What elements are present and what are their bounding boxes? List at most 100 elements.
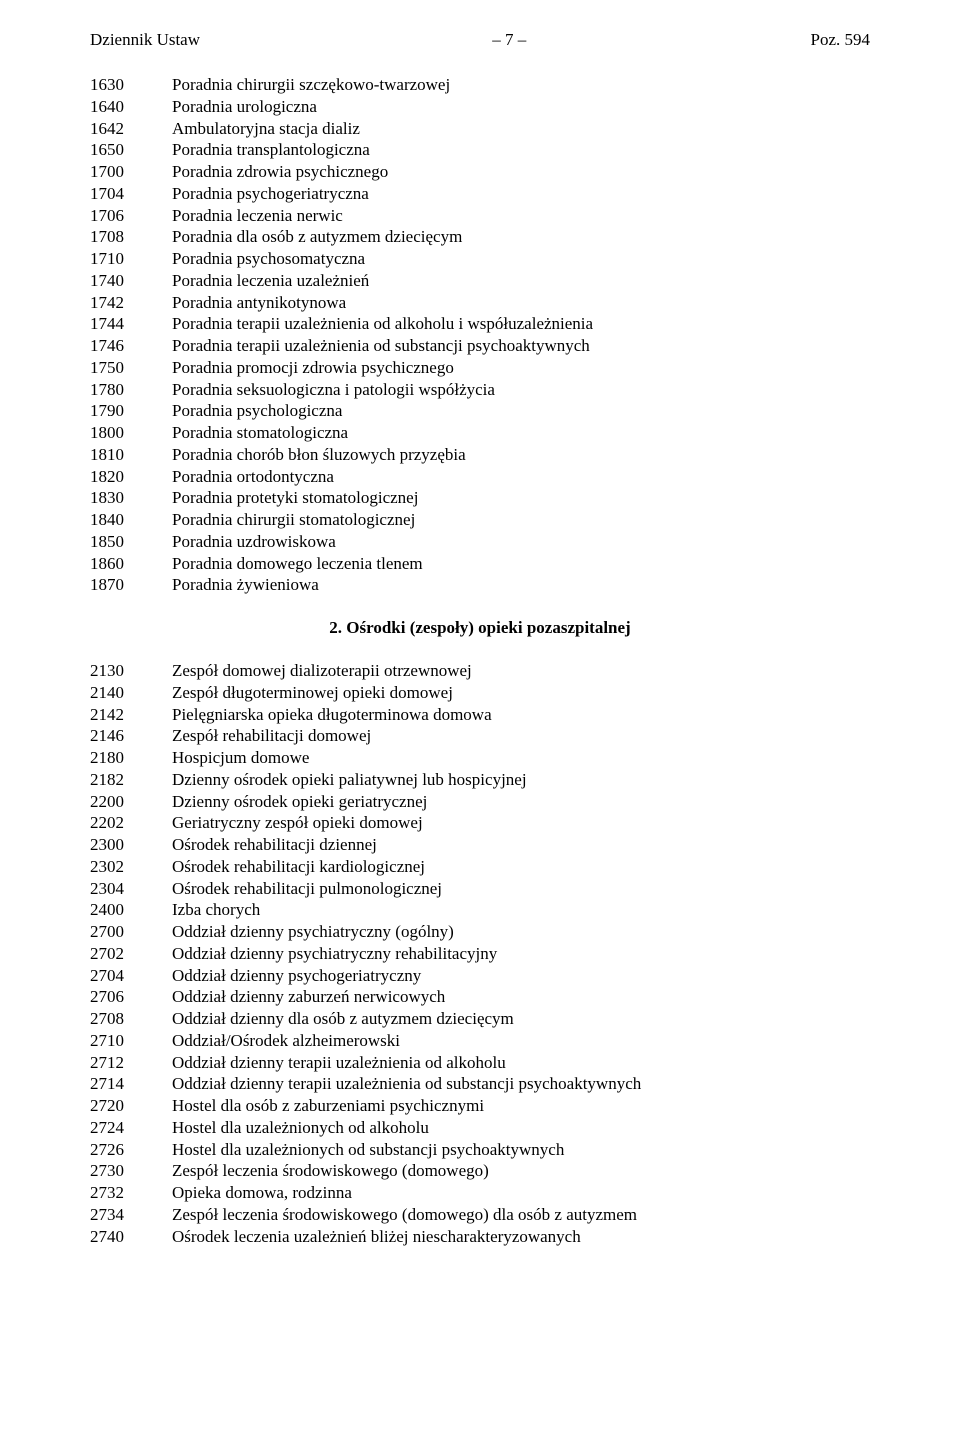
- text-cell: Poradnia chorób błon śluzowych przyzębia: [172, 444, 870, 466]
- code-cell: 1750: [90, 357, 172, 379]
- table-row: 2724Hostel dla uzależnionych od alkoholu: [90, 1117, 870, 1139]
- code-cell: 2732: [90, 1182, 172, 1204]
- table-row: 2142Pielęgniarska opieka długoterminowa …: [90, 704, 870, 726]
- code-cell: 1640: [90, 96, 172, 118]
- table-row: 2146Zespół rehabilitacji domowej: [90, 725, 870, 747]
- text-cell: Poradnia leczenia nerwic: [172, 205, 870, 227]
- code-cell: 2702: [90, 943, 172, 965]
- text-cell: Poradnia psychogeriatryczna: [172, 183, 870, 205]
- table-row: 2708Oddział dzienny dla osób z autyzmem …: [90, 1008, 870, 1030]
- text-cell: Poradnia seksuologiczna i patologii wspó…: [172, 379, 870, 401]
- table-row: 1642Ambulatoryjna stacja dializ: [90, 118, 870, 140]
- text-cell: Poradnia promocji zdrowia psychicznego: [172, 357, 870, 379]
- code-cell: 1704: [90, 183, 172, 205]
- text-cell: Oddział dzienny terapii uzależnienia od …: [172, 1073, 870, 1095]
- text-cell: Poradnia psychologiczna: [172, 400, 870, 422]
- table-row: 1810Poradnia chorób błon śluzowych przyz…: [90, 444, 870, 466]
- text-cell: Ośrodek leczenia uzależnień bliżej niesc…: [172, 1226, 870, 1248]
- table-row: 1790Poradnia psychologiczna: [90, 400, 870, 422]
- code-cell: 2700: [90, 921, 172, 943]
- text-cell: Poradnia leczenia uzależnień: [172, 270, 870, 292]
- table-row: 2732Opieka domowa, rodzinna: [90, 1182, 870, 1204]
- text-cell: Ośrodek rehabilitacji dziennej: [172, 834, 870, 856]
- code-cell: 1820: [90, 466, 172, 488]
- table-row: 1820Poradnia ortodontyczna: [90, 466, 870, 488]
- page-header: Dziennik Ustaw – 7 – Poz. 594: [90, 30, 870, 50]
- table-row: 2140Zespół długoterminowej opieki domowe…: [90, 682, 870, 704]
- table-row: 1780Poradnia seksuologiczna i patologii …: [90, 379, 870, 401]
- text-cell: Poradnia terapii uzależnienia od substan…: [172, 335, 870, 357]
- code-cell: 1650: [90, 139, 172, 161]
- code-cell: 1642: [90, 118, 172, 140]
- table-row: 2712Oddział dzienny terapii uzależnienia…: [90, 1052, 870, 1074]
- code-cell: 1740: [90, 270, 172, 292]
- text-cell: Hostel dla osób z zaburzeniami psychiczn…: [172, 1095, 870, 1117]
- text-cell: Oddział dzienny psychiatryczny (ogólny): [172, 921, 870, 943]
- table-row: 1742Poradnia antynikotynowa: [90, 292, 870, 314]
- text-cell: Zespół długoterminowej opieki domowej: [172, 682, 870, 704]
- code-cell: 1850: [90, 531, 172, 553]
- text-cell: Izba chorych: [172, 899, 870, 921]
- table-row: 1640Poradnia urologiczna: [90, 96, 870, 118]
- code-cell: 2708: [90, 1008, 172, 1030]
- table-row: 2130Zespół domowej dializoterapii otrzew…: [90, 660, 870, 682]
- code-cell: 2724: [90, 1117, 172, 1139]
- code-cell: 2302: [90, 856, 172, 878]
- header-right: Poz. 594: [810, 30, 870, 50]
- code-cell: 1790: [90, 400, 172, 422]
- code-cell: 1630: [90, 74, 172, 96]
- code-cell: 2714: [90, 1073, 172, 1095]
- listing-section-1: 1630Poradnia chirurgii szczękowo-twarzow…: [90, 74, 870, 596]
- table-row: 2704Oddział dzienny psychogeriatryczny: [90, 965, 870, 987]
- text-cell: Poradnia protetyki stomatologicznej: [172, 487, 870, 509]
- text-cell: Oddział dzienny terapii uzależnienia od …: [172, 1052, 870, 1074]
- code-cell: 2400: [90, 899, 172, 921]
- text-cell: Poradnia antynikotynowa: [172, 292, 870, 314]
- table-row: 2702Oddział dzienny psychiatryczny rehab…: [90, 943, 870, 965]
- code-cell: 2704: [90, 965, 172, 987]
- text-cell: Poradnia ortodontyczna: [172, 466, 870, 488]
- code-cell: 1810: [90, 444, 172, 466]
- text-cell: Poradnia psychosomatyczna: [172, 248, 870, 270]
- text-cell: Poradnia chirurgii szczękowo-twarzowej: [172, 74, 870, 96]
- table-row: 1708Poradnia dla osób z autyzmem dziecię…: [90, 226, 870, 248]
- text-cell: Hospicjum domowe: [172, 747, 870, 769]
- code-cell: 2720: [90, 1095, 172, 1117]
- code-cell: 2142: [90, 704, 172, 726]
- text-cell: Poradnia żywieniowa: [172, 574, 870, 596]
- table-row: 2734Zespół leczenia środowiskowego (domo…: [90, 1204, 870, 1226]
- table-row: 1700Poradnia zdrowia psychicznego: [90, 161, 870, 183]
- code-cell: 1800: [90, 422, 172, 444]
- text-cell: Zespół domowej dializoterapii otrzewnowe…: [172, 660, 870, 682]
- code-cell: 2710: [90, 1030, 172, 1052]
- table-row: 1840Poradnia chirurgii stomatologicznej: [90, 509, 870, 531]
- text-cell: Geriatryczny zespół opieki domowej: [172, 812, 870, 834]
- table-row: 2304Ośrodek rehabilitacji pulmonologiczn…: [90, 878, 870, 900]
- text-cell: Oddział dzienny psychiatryczny rehabilit…: [172, 943, 870, 965]
- header-center: – 7 –: [492, 30, 526, 50]
- code-cell: 2140: [90, 682, 172, 704]
- table-row: 1704Poradnia psychogeriatryczna: [90, 183, 870, 205]
- code-cell: 2740: [90, 1226, 172, 1248]
- text-cell: Opieka domowa, rodzinna: [172, 1182, 870, 1204]
- table-row: 2710Oddział/Ośrodek alzheimerowski: [90, 1030, 870, 1052]
- table-row: 1744Poradnia terapii uzależnienia od alk…: [90, 313, 870, 335]
- text-cell: Poradnia zdrowia psychicznego: [172, 161, 870, 183]
- code-cell: 1706: [90, 205, 172, 227]
- table-row: 2740Ośrodek leczenia uzależnień bliżej n…: [90, 1226, 870, 1248]
- text-cell: Hostel dla uzależnionych od alkoholu: [172, 1117, 870, 1139]
- table-row: 1740Poradnia leczenia uzależnień: [90, 270, 870, 292]
- text-cell: Oddział dzienny zaburzeń nerwicowych: [172, 986, 870, 1008]
- code-cell: 1710: [90, 248, 172, 270]
- code-cell: 2202: [90, 812, 172, 834]
- text-cell: Ambulatoryjna stacja dializ: [172, 118, 870, 140]
- header-left: Dziennik Ustaw: [90, 30, 200, 50]
- table-row: 2400Izba chorych: [90, 899, 870, 921]
- code-cell: 1830: [90, 487, 172, 509]
- code-cell: 2726: [90, 1139, 172, 1161]
- code-cell: 2182: [90, 769, 172, 791]
- code-cell: 1742: [90, 292, 172, 314]
- code-cell: 2300: [90, 834, 172, 856]
- table-row: 1710Poradnia psychosomatyczna: [90, 248, 870, 270]
- table-row: 1800Poradnia stomatologiczna: [90, 422, 870, 444]
